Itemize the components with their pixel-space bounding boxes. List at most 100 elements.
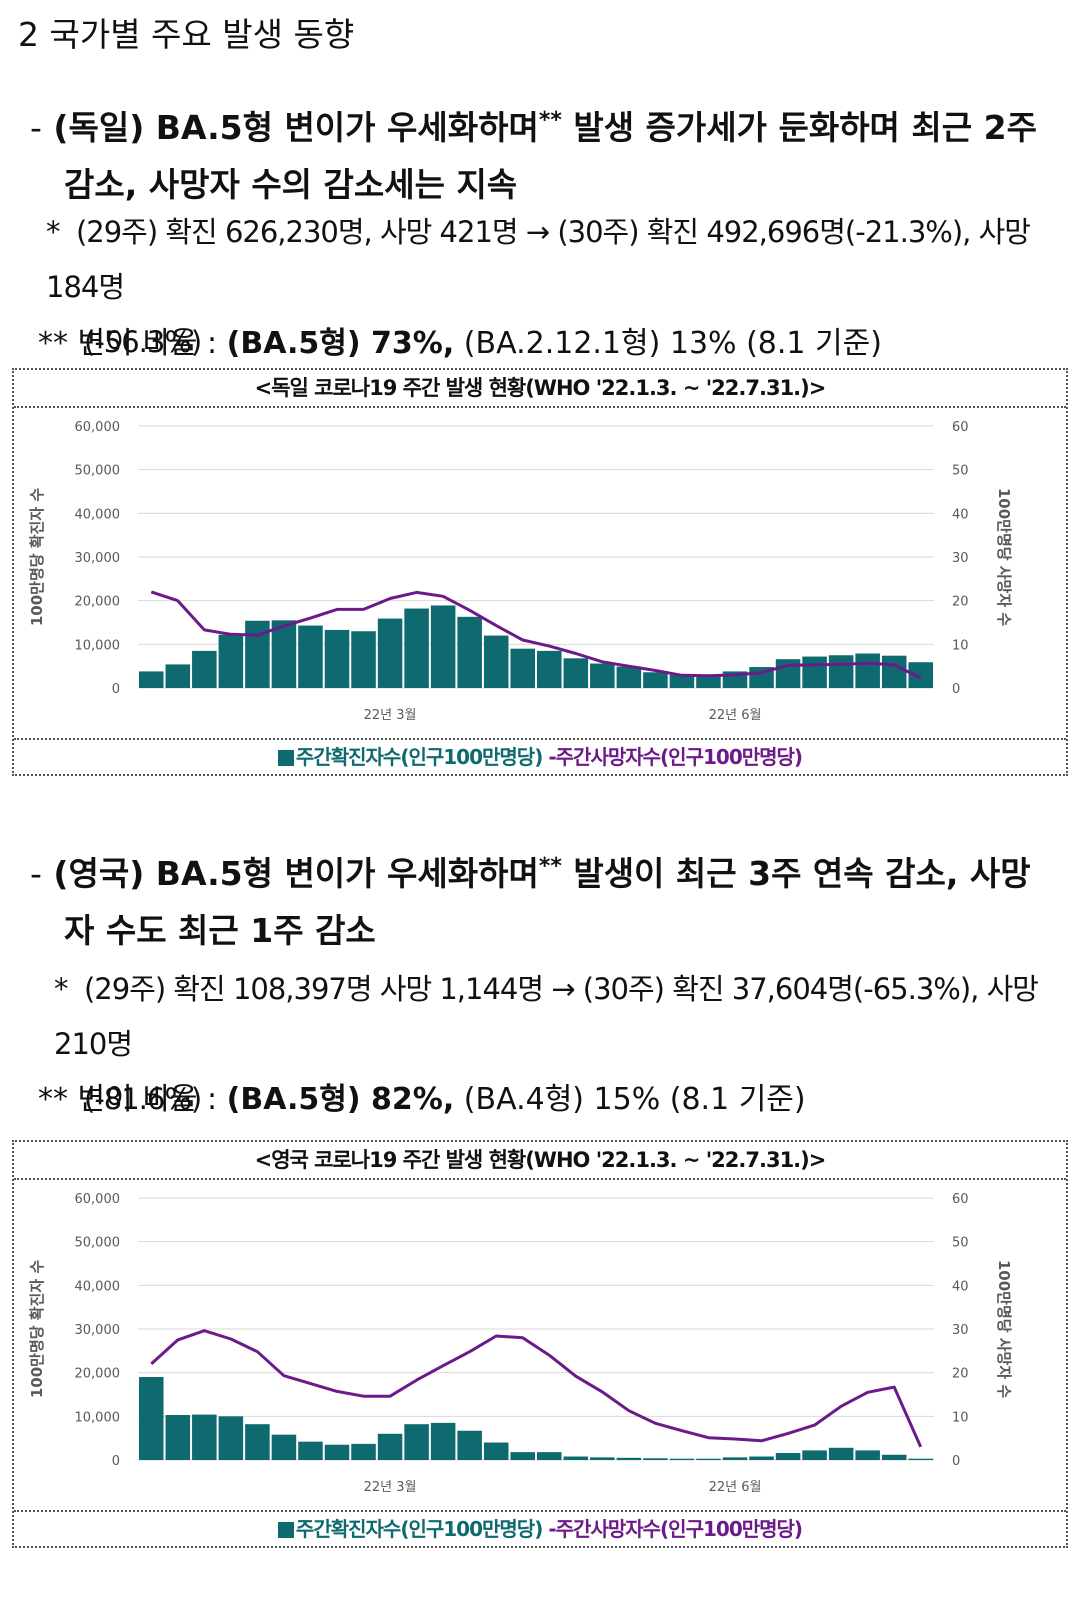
y2-axis-title: 100만명당 사망자 수: [995, 1260, 1013, 1399]
y2-tick-label: 0: [952, 682, 960, 697]
bar: [669, 1458, 695, 1460]
bar: [722, 1457, 748, 1460]
bar: [775, 659, 801, 688]
bar: [855, 1450, 880, 1460]
bar: [775, 1453, 801, 1460]
bar: [483, 1442, 509, 1460]
bar: [483, 635, 509, 688]
bar: [802, 1450, 827, 1460]
germany-note-line2: (-56.3%): [84, 325, 202, 359]
bar: [510, 648, 535, 688]
bar: [802, 656, 827, 688]
chart-legend: 주간확진자수(인구100만명당) -주간사망자수(인구100만명당): [14, 738, 1066, 774]
legend-line-label: 주간사망자수(인구100만명당): [555, 745, 803, 769]
bar: [563, 1456, 589, 1460]
x-tick-label: 22년 3월: [364, 1480, 417, 1495]
germany-headline-b: 발생 증가세가 둔화하며 최근 2주: [561, 108, 1037, 147]
y2-tick-label: 60: [952, 1192, 969, 1207]
bar: [590, 1457, 615, 1460]
bar: [271, 1434, 297, 1460]
uk-bullet-line1: - (영국) BA.5형 변이가 우세화하며** 발생이 최근 3주 연속 감소…: [30, 838, 1060, 902]
bar: [192, 1414, 217, 1460]
germany-chart: <독일 코로나19 주간 발생 현황(WHO '22.1.3. ~ '22.7.…: [12, 368, 1068, 776]
bar: [218, 1416, 244, 1460]
bar: [643, 1458, 668, 1460]
y-tick-label: 10,000: [75, 638, 121, 653]
bar: [430, 1422, 456, 1460]
chart-title: <영국 코로나19 주간 발생 현황(WHO '22.1.3. ~ '22.7.…: [14, 1142, 1066, 1180]
bar: [139, 671, 164, 688]
ratio-bold: (BA.5형) 73%,: [226, 326, 455, 361]
y2-tick-label: 10: [952, 638, 969, 653]
legend-line-entry: -주간사망자수(인구100만명당): [548, 745, 803, 769]
bullet-dash: -: [30, 854, 42, 893]
y2-tick-label: 0: [952, 1454, 960, 1469]
y-tick-label: 60,000: [75, 1192, 121, 1207]
bar: [245, 1424, 270, 1460]
bar: [828, 1447, 854, 1460]
death-line: [150, 590, 922, 680]
bar: [696, 674, 721, 688]
bar: [351, 1443, 376, 1460]
legend-line-label: 주간사망자수(인구100만명당): [555, 1517, 803, 1541]
y-tick-label: 10,000: [75, 1410, 121, 1425]
bar: [696, 1458, 721, 1460]
legend-bar-entry: 주간확진자수(인구100만명당): [277, 1517, 543, 1541]
bar: [324, 629, 350, 688]
bar: [563, 658, 589, 688]
legend-line-marker: -: [548, 745, 556, 769]
y2-axis-title: 100만명당 사망자 수: [995, 488, 1013, 627]
y2-tick-label: 30: [952, 551, 969, 566]
bar: [669, 674, 695, 688]
y-tick-label: 50,000: [75, 464, 121, 479]
bar: [908, 1458, 933, 1460]
bar: [590, 663, 615, 688]
note-star: *: [54, 972, 68, 1006]
ratio-bold: (BA.5형) 82%,: [226, 1082, 455, 1117]
death-line: [150, 1329, 923, 1448]
bar: [218, 634, 244, 688]
section-title: 2 국가별 주요 발생 동향: [18, 15, 355, 54]
y2-tick-label: 60: [952, 420, 969, 435]
y2-tick-label: 40: [952, 1279, 969, 1294]
bar: [855, 653, 880, 688]
ratio-prefix: ** 변이 비율 :: [38, 326, 227, 361]
bar: [192, 650, 217, 688]
legend-bar-label: 주간확진자수(인구100만명당): [295, 745, 543, 769]
bar: [643, 672, 668, 688]
uk-bullet: - (영국) BA.5형 변이가 우세화하며** 발생이 최근 3주 연속 감소…: [30, 838, 1060, 959]
legend-bar-label: 주간확진자수(인구100만명당): [295, 1517, 543, 1541]
bar: [430, 605, 456, 688]
bar: [298, 625, 323, 688]
y2-tick-label: 20: [952, 1367, 969, 1382]
legend-bar-entry: 주간확진자수(인구100만명당): [277, 745, 543, 769]
y2-tick-label: 30: [952, 1323, 969, 1338]
germany-bullet-line1: - (독일) BA.5형 변이가 우세화하며** 발생 증가세가 둔화하며 최근…: [30, 92, 1060, 156]
germany-note-line1: (29주) 확진 626,230명, 사망 421명 → (30주) 확진 49…: [46, 215, 1031, 304]
bar: [377, 618, 403, 688]
y-tick-label: 50,000: [75, 1236, 121, 1251]
bar: [377, 1433, 403, 1460]
germany-headline-a: (독일) BA.5형 변이가 우세화하며: [53, 108, 539, 147]
uk-note: * (29주) 확진 108,397명 사망 1,144명 → (30주) 확진…: [54, 962, 1054, 1127]
legend-bar-swatch: [277, 1522, 294, 1538]
footnote-marker: **: [538, 854, 562, 879]
bar: [139, 1377, 164, 1460]
uk-headline-a: (영국) BA.5형 변이가 우세화하며: [53, 854, 539, 893]
y-tick-label: 20,000: [75, 1367, 121, 1382]
bar: [881, 1454, 907, 1460]
bar: [324, 1444, 350, 1460]
bar: [881, 655, 907, 688]
bar: [616, 1457, 642, 1460]
bar: [165, 1415, 191, 1460]
y-axis-title: 100만명당 확진자 수: [28, 488, 46, 627]
bar: [351, 631, 376, 688]
bar: [457, 1430, 482, 1460]
y-tick-label: 40,000: [75, 1279, 121, 1294]
y-axis-title: 100만명당 확진자 수: [28, 1260, 46, 1399]
bar: [271, 620, 297, 688]
x-tick-label: 22년 6월: [709, 708, 762, 723]
bar: [537, 1452, 562, 1460]
germany-variant-ratio: ** 변이 비율 : (BA.5형) 73%, (BA.2.12.1형) 13%…: [38, 318, 882, 362]
y-tick-label: 30,000: [75, 1323, 121, 1338]
